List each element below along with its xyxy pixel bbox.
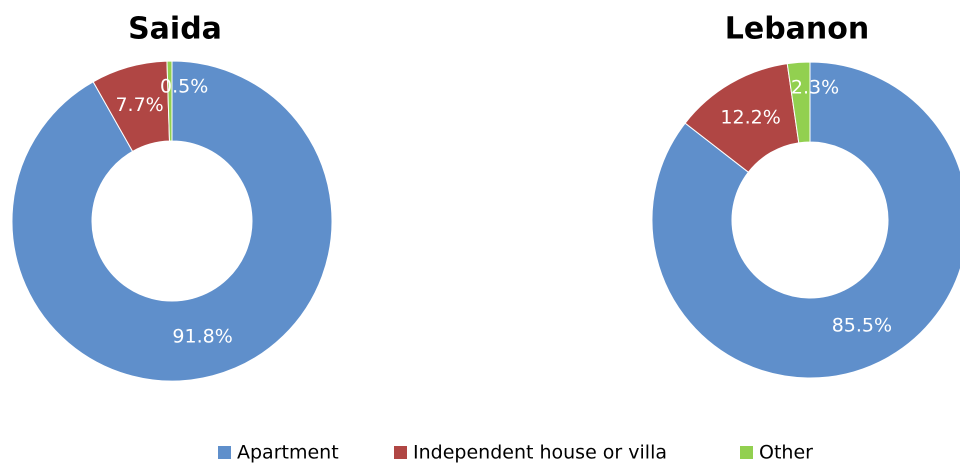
donut-slice	[786, 61, 811, 144]
data-label: 0.5%	[160, 76, 208, 98]
data-label: 85.5%	[832, 314, 892, 336]
legend-label: Independent house or villa	[413, 442, 667, 464]
legend-swatch	[218, 446, 231, 459]
legend-swatch	[394, 446, 407, 459]
legend-label: Apartment	[237, 442, 339, 464]
data-label: 91.8%	[172, 326, 232, 348]
donut-slice	[651, 61, 960, 379]
legend-swatch	[740, 446, 753, 459]
chart-title: Lebanon	[725, 12, 870, 47]
legend-label: Other	[759, 442, 813, 464]
data-label: 7.7%	[115, 94, 163, 116]
data-label: 2.3%	[791, 76, 839, 98]
donut-slice	[166, 60, 173, 142]
data-label: 12.2%	[720, 107, 780, 129]
donut-slice	[11, 60, 333, 382]
chart-title: Saida	[128, 12, 222, 47]
